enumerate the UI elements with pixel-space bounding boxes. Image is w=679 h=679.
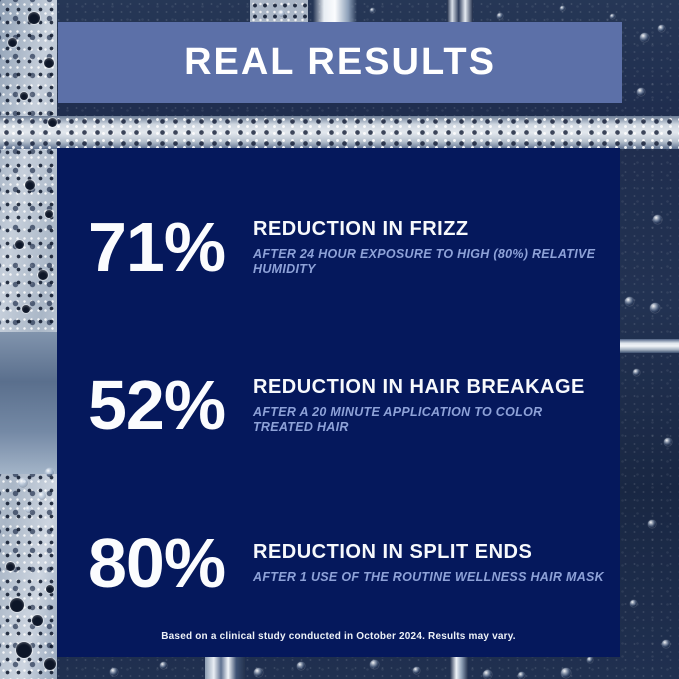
foam-bubble-hole xyxy=(6,562,15,571)
glass-highlight-top-b xyxy=(447,0,473,22)
water-droplet xyxy=(662,640,670,648)
water-droplet xyxy=(653,215,662,224)
water-droplet xyxy=(18,478,28,488)
stat-row-breakage: 52% REDUCTION IN HAIR BREAKAGE AFTER A 2… xyxy=(57,350,620,460)
water-droplet xyxy=(648,520,656,528)
water-droplet xyxy=(370,8,375,13)
water-droplet xyxy=(650,303,660,313)
glass-highlight-bottom-a xyxy=(205,657,245,679)
disclaimer-text: Based on a clinical study conducted in O… xyxy=(161,631,516,642)
stat-value: 52% xyxy=(88,366,226,444)
water-droplet xyxy=(630,600,637,607)
foam-bubble-hole xyxy=(46,585,54,593)
foam-bubble-hole xyxy=(28,12,40,24)
water-droplet xyxy=(38,492,46,500)
water-droplet xyxy=(413,667,420,674)
water-droplet xyxy=(625,297,634,306)
foam-bubble-hole xyxy=(38,270,48,280)
stat-value: 80% xyxy=(88,524,226,602)
water-droplet xyxy=(297,662,305,670)
foam-bubble-hole xyxy=(32,615,43,626)
water-droplet xyxy=(658,25,665,32)
water-droplet xyxy=(370,660,379,669)
foam-bubble-hole xyxy=(44,58,54,68)
water-droplet xyxy=(518,672,525,679)
stat-subtitle: AFTER 1 USE OF THE ROUTINE WELLNESS HAIR… xyxy=(253,570,605,584)
water-droplet xyxy=(254,668,263,677)
glass-highlight-top-a xyxy=(313,0,357,22)
foam-stripe-horizontal xyxy=(0,116,679,149)
water-droplet xyxy=(640,33,649,42)
stat-subtitle: AFTER 24 HOUR EXPOSURE TO HIGH (80%) REL… xyxy=(253,246,596,276)
foam-bubble-hole xyxy=(8,38,17,47)
water-droplet xyxy=(497,13,503,19)
page-title: REAL RESULTS xyxy=(184,41,496,83)
stat-title: REDUCTION IN FRIZZ xyxy=(253,217,469,240)
foam-bubble-hole xyxy=(25,180,35,190)
stat-text-block: REDUCTION IN HAIR BREAKAGE AFTER A 20 MI… xyxy=(253,376,604,435)
tile-seam-right xyxy=(619,339,679,353)
stat-title: REDUCTION IN HAIR BREAKAGE xyxy=(253,375,585,398)
results-panel: 71% REDUCTION IN FRIZZ AFTER 24 HOUR EXP… xyxy=(57,148,620,657)
stat-text-block: REDUCTION IN FRIZZ AFTER 24 HOUR EXPOSUR… xyxy=(253,218,604,277)
stat-text-block: REDUCTION IN SPLIT ENDS AFTER 1 USE OF T… xyxy=(253,541,604,585)
foam-bubble-hole xyxy=(15,240,24,249)
foam-bubble-hole xyxy=(44,658,56,670)
wet-glass-left xyxy=(0,332,57,474)
water-droplet xyxy=(160,662,167,669)
water-droplet xyxy=(664,438,672,446)
foam-bubble-hole xyxy=(16,642,32,658)
water-droplet xyxy=(610,14,615,19)
foam-bubble-hole xyxy=(48,118,57,127)
water-droplet xyxy=(45,468,54,477)
water-droplet xyxy=(633,369,640,376)
water-droplet xyxy=(278,10,285,17)
water-droplet xyxy=(483,670,492,679)
foam-bubble-hole xyxy=(20,92,28,100)
water-droplet xyxy=(560,6,565,11)
glass-highlight-bottom-b xyxy=(450,657,468,679)
water-droplet xyxy=(637,88,645,96)
stat-subtitle: AFTER A 20 MINUTE APPLICATION TO COLOR T… xyxy=(253,404,543,434)
stat-row-split-ends: 80% REDUCTION IN SPLIT ENDS AFTER 1 USE … xyxy=(57,508,620,618)
foam-bubble-hole xyxy=(10,598,24,612)
stat-row-frizz: 71% REDUCTION IN FRIZZ AFTER 24 HOUR EXP… xyxy=(57,192,620,302)
water-droplet xyxy=(561,668,571,678)
header-band: REAL RESULTS xyxy=(58,22,622,103)
water-droplet xyxy=(25,506,32,513)
stat-title: REDUCTION IN SPLIT ENDS xyxy=(253,541,533,563)
water-droplet xyxy=(587,657,593,663)
stat-value: 71% xyxy=(88,208,226,286)
water-droplet xyxy=(110,668,118,676)
foam-bubble-hole xyxy=(22,305,30,313)
foam-bubble-hole xyxy=(45,210,53,218)
